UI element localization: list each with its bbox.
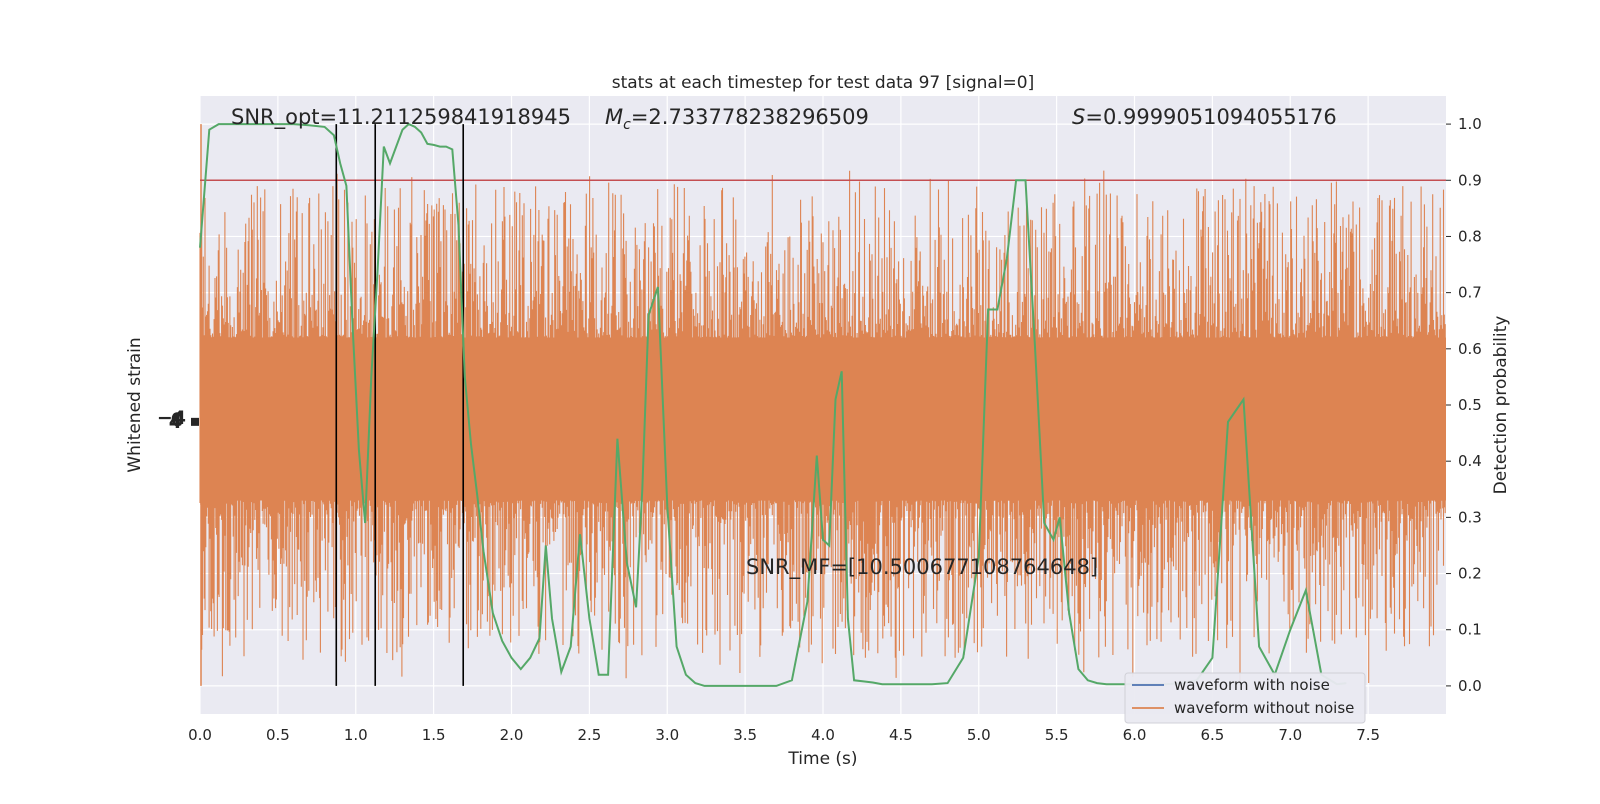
x-tick-label: 3.5 <box>733 726 757 744</box>
right-axis-ticks: 0.0 0.1 0.2 0.3 0.4 0.5 0.6 0.7 0.8 0.9 1.0 <box>1446 115 1482 695</box>
x-tick-label: 3.0 <box>655 726 679 744</box>
x-tick-label: 1.0 <box>344 726 368 744</box>
left-axis-ticks: −404 <box>157 407 199 433</box>
noise-waveform-series <box>199 124 1446 686</box>
chirp-mass-subscript: c <box>623 117 631 133</box>
left-tick-mark <box>191 417 199 426</box>
noise-spikes <box>199 170 1446 683</box>
x-tick-label: 0.0 <box>188 726 212 744</box>
x-tick-label: 0.5 <box>266 726 290 744</box>
snr-opt-annotation: SNR_opt=11.211259841918945 <box>231 105 571 130</box>
y-tick-label: 0.5 <box>1458 396 1482 414</box>
left-tick-label: 0 <box>171 409 184 431</box>
x-tick-label: 2.0 <box>500 726 524 744</box>
x-tick-label: 5.5 <box>1045 726 1069 744</box>
left-tick-label: 4 <box>169 411 182 433</box>
chirp-mass-symbol: M <box>605 105 623 129</box>
x-tick-label: 7.5 <box>1356 726 1380 744</box>
x-tick-label: 6.5 <box>1200 726 1224 744</box>
snr-mf-annotation: SNR_MF=[10.500677108764648] <box>746 555 1098 580</box>
y-tick-label: 0.9 <box>1458 171 1482 189</box>
right-axis-label: Detection probability <box>1491 316 1511 495</box>
x-tick-label: 6.0 <box>1123 726 1147 744</box>
s-annotation: S=0.9999051094055176 <box>1072 105 1337 129</box>
y-tick-label: 0.3 <box>1458 508 1482 526</box>
s-value: =0.9999051094055176 <box>1085 105 1336 129</box>
y-tick-label: 0.4 <box>1458 452 1482 470</box>
y-tick-label: 0.2 <box>1458 565 1482 583</box>
x-axis-label: Time (s) <box>787 749 857 769</box>
y-tick-label: 0.8 <box>1458 227 1482 245</box>
event-markers <box>335 124 465 686</box>
x-tick-label: 7.0 <box>1278 726 1302 744</box>
detection-probability-line <box>199 122 1347 687</box>
y-tick-label: 0.0 <box>1458 677 1482 695</box>
legend-label-with-noise: waveform with noise <box>1174 676 1330 694</box>
left-tick-label: −4 <box>157 407 186 429</box>
y-tick-label: 0.7 <box>1458 284 1482 302</box>
y-tick-label: 0.1 <box>1458 621 1482 639</box>
legend-box <box>1124 672 1366 724</box>
x-tick-label: 1.5 <box>422 726 446 744</box>
left-axis-label: Whitened strain <box>125 337 145 472</box>
x-tick-label: 4.5 <box>889 726 913 744</box>
s-symbol: S <box>1072 105 1085 129</box>
legend-label-without-noise: waveform without noise <box>1174 699 1354 717</box>
x-tick-label: 5.0 <box>967 726 991 744</box>
y-tick-label: 0.6 <box>1458 340 1482 358</box>
chirp-mass-value: =2.733778238296509 <box>631 105 869 129</box>
x-axis-ticks: 0.0 0.5 1.0 1.5 2.0 2.5 3.0 3.5 4.0 4.5 5.0 5.5 6.0 6… <box>188 726 1380 744</box>
legend: waveform with noise waveform without noi… <box>1124 672 1366 724</box>
chart-title: stats at each timestep for test data 97 … <box>612 73 1035 93</box>
x-tick-label: 4.0 <box>811 726 835 744</box>
y-tick-label: 1.0 <box>1458 115 1482 133</box>
chirp-mass-annotation: Mc=2.733778238296509 <box>605 105 869 133</box>
x-tick-label: 2.5 <box>577 726 601 744</box>
